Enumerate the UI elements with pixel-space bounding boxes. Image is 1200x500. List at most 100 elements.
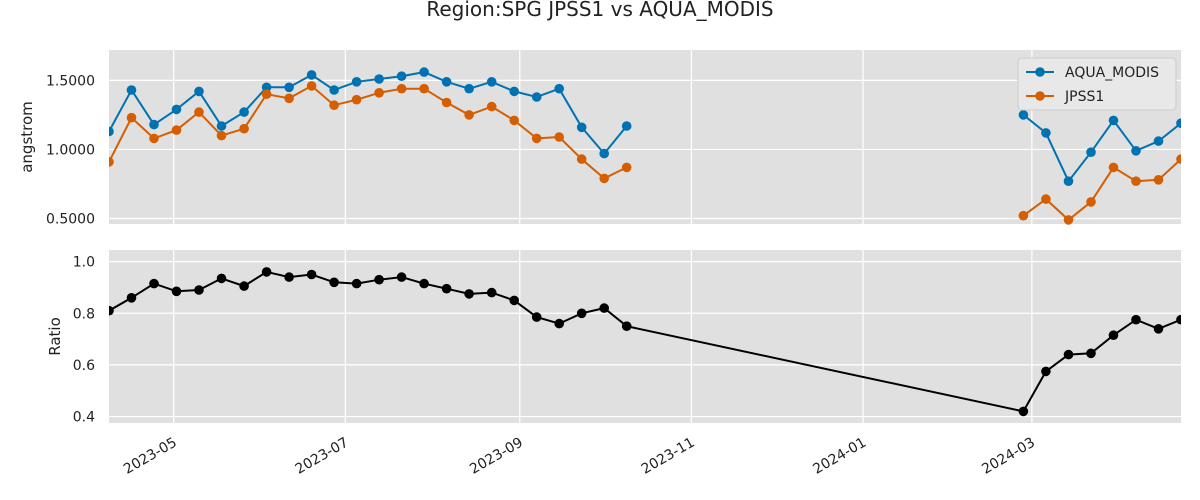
bottom-point-ratio xyxy=(194,285,204,295)
bottom-point-ratio xyxy=(284,272,294,282)
xtick-label: 2023-05 xyxy=(121,435,180,478)
bottom-point-ratio xyxy=(171,286,182,297)
bottom-point-ratio xyxy=(1131,314,1141,325)
bottom-point-ratio xyxy=(239,281,249,291)
top-point-aqua-modis xyxy=(149,119,159,130)
bottom-point-ratio xyxy=(464,289,474,299)
top-point-aqua-modis xyxy=(486,77,497,87)
bottom-point-ratio xyxy=(1063,349,1074,360)
legend-marker-jpss1 xyxy=(1035,91,1045,101)
bottom-ytick-label: 0.8 xyxy=(73,306,95,322)
legend-marker-aqua-modis xyxy=(1035,67,1045,77)
top-point-aqua-modis xyxy=(509,86,519,97)
top-point-aqua-modis xyxy=(171,104,182,115)
top-panel-angstrom: 0.5000 1.0000 1.5000 angstrom xyxy=(18,50,1181,227)
bottom-point-ratio xyxy=(109,305,114,316)
top-point-jpss1 xyxy=(464,110,474,120)
bottom-point-ratio xyxy=(216,273,227,284)
top-point-jpss1 xyxy=(261,89,272,99)
top-point-aqua-modis xyxy=(441,77,452,87)
top-point-jpss1 xyxy=(239,123,249,134)
top-point-aqua-modis xyxy=(1041,128,1051,138)
top-point-jpss1 xyxy=(171,125,182,135)
xtick-label: 2024-03 xyxy=(979,435,1038,478)
top-point-aqua-modis xyxy=(284,82,294,93)
bottom-ytick-label: 0.4 xyxy=(73,410,95,426)
bottom-point-ratio xyxy=(126,293,137,303)
bottom-point-ratio xyxy=(509,295,519,306)
top-point-jpss1 xyxy=(531,133,542,144)
top-ytick-label: 0.5000 xyxy=(46,211,95,227)
top-point-aqua-modis xyxy=(1153,136,1164,146)
top-point-aqua-modis xyxy=(531,92,542,102)
top-point-jpss1 xyxy=(509,115,519,126)
top-point-aqua-modis xyxy=(126,85,137,95)
bottom-ytick-label: 0.6 xyxy=(73,358,95,374)
top-point-jpss1 xyxy=(576,154,587,164)
top-point-jpss1 xyxy=(441,97,452,108)
top-point-jpss1 xyxy=(1018,210,1029,221)
top-point-jpss1 xyxy=(1153,175,1164,185)
bottom-ylabel: Ratio xyxy=(46,317,64,356)
legend-label-jpss1: JPSS1 xyxy=(1064,89,1104,105)
bottom-point-ratio xyxy=(261,267,272,277)
top-point-jpss1 xyxy=(329,100,339,110)
top-ytick-label: 1.5000 xyxy=(46,73,95,89)
bottom-point-ratio xyxy=(374,274,384,285)
top-plot-area xyxy=(109,50,1181,224)
top-point-aqua-modis xyxy=(599,148,609,159)
top-point-jpss1 xyxy=(621,162,632,173)
top-point-aqua-modis xyxy=(1063,176,1074,186)
top-point-aqua-modis xyxy=(396,71,407,81)
bottom-point-ratio xyxy=(329,277,339,288)
bottom-point-ratio xyxy=(441,283,452,294)
bottom-panel-ratio: 0.4 0.6 0.8 1.0 Ratio 2023-05 2023-07 2023-09 20… xyxy=(46,250,1181,478)
top-point-jpss1 xyxy=(1086,197,1096,207)
top-point-jpss1 xyxy=(306,81,317,91)
top-point-aqua-modis xyxy=(554,83,564,94)
top-point-jpss1 xyxy=(486,101,497,112)
top-point-jpss1 xyxy=(599,173,609,184)
bottom-point-ratio xyxy=(396,272,407,282)
bottom-point-ratio xyxy=(599,303,609,313)
top-point-jpss1 xyxy=(216,130,227,141)
top-point-aqua-modis xyxy=(109,126,114,137)
top-point-jpss1 xyxy=(1063,215,1074,225)
top-point-aqua-modis xyxy=(239,107,249,117)
top-point-jpss1 xyxy=(284,93,294,104)
bottom-point-ratio xyxy=(1086,348,1096,359)
top-point-jpss1 xyxy=(1108,162,1119,173)
top-point-aqua-modis xyxy=(216,121,227,131)
bottom-point-ratio xyxy=(306,269,317,280)
bottom-point-ratio xyxy=(486,287,497,298)
bottom-point-ratio xyxy=(351,278,362,289)
bottom-plot-area xyxy=(109,250,1181,423)
top-ytick-label: 1.0000 xyxy=(46,142,95,158)
top-point-aqua-modis xyxy=(621,121,632,131)
bottom-point-ratio xyxy=(1176,314,1181,325)
top-point-aqua-modis xyxy=(1108,115,1119,126)
top-point-aqua-modis xyxy=(1086,147,1096,157)
bottom-point-ratio xyxy=(621,321,632,332)
legend-label-aqua-modis: AQUA_MODIS xyxy=(1065,65,1159,81)
top-point-jpss1 xyxy=(351,94,362,105)
top-point-jpss1 xyxy=(554,132,564,142)
top-point-jpss1 xyxy=(194,107,204,117)
top-point-aqua-modis xyxy=(194,86,204,97)
bottom-point-ratio xyxy=(419,278,429,289)
top-point-aqua-modis xyxy=(374,74,384,84)
bottom-point-ratio xyxy=(1018,406,1029,417)
xtick-label: 2024-01 xyxy=(810,435,869,478)
top-point-aqua-modis xyxy=(329,85,339,95)
bottom-ytick-label: 1.0 xyxy=(73,255,95,271)
top-point-jpss1 xyxy=(396,83,407,94)
legend-box xyxy=(1017,57,1177,111)
top-point-aqua-modis xyxy=(419,67,429,77)
top-point-jpss1 xyxy=(1176,154,1181,164)
top-point-jpss1 xyxy=(149,133,159,144)
top-point-jpss1 xyxy=(1131,176,1141,186)
bottom-point-ratio xyxy=(1153,324,1164,334)
bottom-point-ratio xyxy=(1041,366,1051,377)
top-point-aqua-modis xyxy=(261,82,272,93)
